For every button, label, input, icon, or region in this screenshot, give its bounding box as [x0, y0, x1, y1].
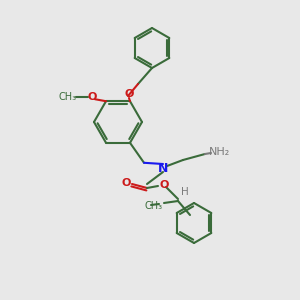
Text: O: O — [121, 178, 131, 188]
Text: O: O — [159, 180, 169, 190]
Text: N: N — [158, 161, 168, 175]
Text: CH₃: CH₃ — [59, 92, 77, 102]
Text: CH₃: CH₃ — [145, 201, 163, 211]
Text: O: O — [87, 92, 97, 102]
Text: NH₂: NH₂ — [208, 147, 230, 157]
Text: H: H — [181, 187, 189, 197]
Text: O: O — [124, 89, 134, 99]
